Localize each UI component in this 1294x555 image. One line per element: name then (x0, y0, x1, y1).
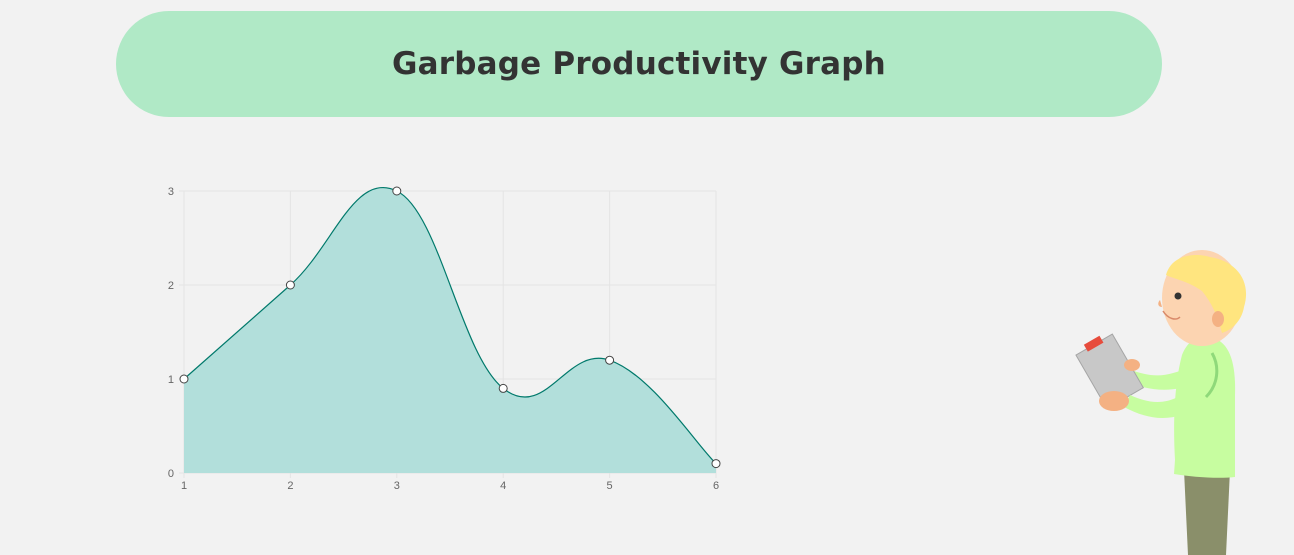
y-tick-label: 2 (168, 280, 174, 292)
hand-front (1099, 391, 1129, 411)
ear (1212, 311, 1224, 327)
hand-back (1124, 359, 1140, 371)
x-tick-label: 6 (713, 480, 719, 492)
arm-back (1130, 367, 1196, 390)
x-tick-label: 1 (181, 480, 187, 492)
data-point (179, 374, 189, 384)
x-tick-label: 2 (287, 480, 293, 492)
trousers (1184, 470, 1230, 555)
nose (1158, 300, 1162, 307)
data-point (285, 280, 295, 290)
data-point (392, 186, 402, 196)
y-axis-ticks: 0 1 2 3 (168, 186, 174, 480)
x-tick-label: 5 (607, 480, 613, 492)
x-tick-label: 3 (394, 480, 400, 492)
arm-front (1124, 387, 1200, 418)
eye (1174, 292, 1182, 300)
hair (1166, 254, 1247, 333)
data-point (711, 459, 721, 469)
data-point (605, 355, 615, 365)
man-with-clipboard-illustration (1075, 250, 1247, 555)
mouth (1162, 310, 1181, 320)
title-banner: Garbage Productivity Graph (116, 11, 1162, 117)
chart-area-series (183, 187, 717, 473)
y-tick-label: 1 (168, 374, 174, 386)
area-fill (184, 187, 716, 473)
data-point (498, 383, 508, 393)
y-tick-label: 3 (168, 186, 174, 198)
x-axis-ticks: 1 2 3 4 5 6 (181, 480, 719, 492)
chart-points (179, 186, 721, 469)
shirt-fold (1204, 352, 1219, 399)
x-tick-label: 4 (500, 480, 506, 492)
page-title: Garbage Productivity Graph (392, 46, 886, 82)
y-tick-label: 0 (168, 468, 174, 480)
